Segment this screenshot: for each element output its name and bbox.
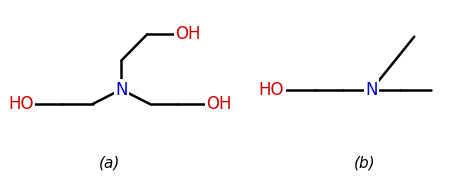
Text: HO: HO xyxy=(8,95,34,113)
Text: (a): (a) xyxy=(99,155,120,170)
Text: N: N xyxy=(115,81,128,98)
Text: (b): (b) xyxy=(354,155,375,170)
Text: HO: HO xyxy=(259,81,284,98)
Text: OH: OH xyxy=(206,95,232,113)
Text: OH: OH xyxy=(175,25,201,43)
Text: N: N xyxy=(365,81,378,98)
